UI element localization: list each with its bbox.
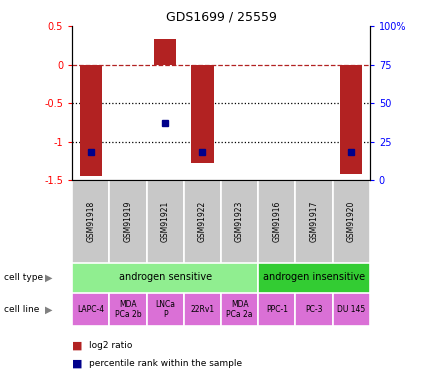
Bar bbox=[109, 180, 147, 262]
Bar bbox=[109, 292, 147, 326]
Text: GSM91921: GSM91921 bbox=[161, 201, 170, 242]
Bar bbox=[295, 180, 332, 262]
Bar bbox=[332, 292, 370, 326]
Text: ▶: ▶ bbox=[45, 273, 52, 282]
Text: LNCa
P: LNCa P bbox=[155, 300, 175, 319]
Title: GDS1699 / 25559: GDS1699 / 25559 bbox=[166, 11, 276, 24]
Text: GSM91922: GSM91922 bbox=[198, 201, 207, 242]
Text: MDA
PCa 2a: MDA PCa 2a bbox=[227, 300, 253, 319]
Bar bbox=[295, 292, 332, 326]
Bar bbox=[258, 262, 370, 292]
Text: ▶: ▶ bbox=[45, 304, 52, 314]
Bar bbox=[258, 180, 295, 262]
Bar bbox=[147, 180, 184, 262]
Bar bbox=[72, 262, 258, 292]
Bar bbox=[332, 180, 370, 262]
Text: DU 145: DU 145 bbox=[337, 305, 365, 314]
Text: androgen insensitive: androgen insensitive bbox=[263, 273, 365, 282]
Text: ■: ■ bbox=[72, 341, 83, 351]
Text: MDA
PCa 2b: MDA PCa 2b bbox=[115, 300, 142, 319]
Text: cell line: cell line bbox=[4, 305, 40, 314]
Bar bbox=[221, 180, 258, 262]
Bar bbox=[191, 64, 213, 163]
Bar bbox=[184, 180, 221, 262]
Text: PC-3: PC-3 bbox=[305, 305, 323, 314]
Text: ■: ■ bbox=[72, 359, 83, 369]
Text: log2 ratio: log2 ratio bbox=[89, 341, 133, 350]
Text: GSM91918: GSM91918 bbox=[86, 201, 95, 242]
Bar bbox=[184, 292, 221, 326]
Bar bbox=[154, 39, 176, 64]
Bar bbox=[79, 64, 102, 176]
Text: GSM91916: GSM91916 bbox=[272, 201, 281, 242]
Bar bbox=[340, 64, 362, 174]
Bar bbox=[72, 180, 109, 262]
Bar bbox=[72, 292, 109, 326]
Text: percentile rank within the sample: percentile rank within the sample bbox=[89, 359, 242, 368]
Text: LAPC-4: LAPC-4 bbox=[77, 305, 105, 314]
Bar bbox=[147, 292, 184, 326]
Text: PPC-1: PPC-1 bbox=[266, 305, 288, 314]
Text: GSM91917: GSM91917 bbox=[309, 201, 318, 242]
Text: GSM91919: GSM91919 bbox=[124, 201, 133, 242]
Text: 22Rv1: 22Rv1 bbox=[190, 305, 215, 314]
Text: androgen sensitive: androgen sensitive bbox=[119, 273, 212, 282]
Text: GSM91923: GSM91923 bbox=[235, 201, 244, 242]
Bar bbox=[258, 292, 295, 326]
Bar bbox=[221, 292, 258, 326]
Text: cell type: cell type bbox=[4, 273, 43, 282]
Text: GSM91920: GSM91920 bbox=[347, 201, 356, 242]
